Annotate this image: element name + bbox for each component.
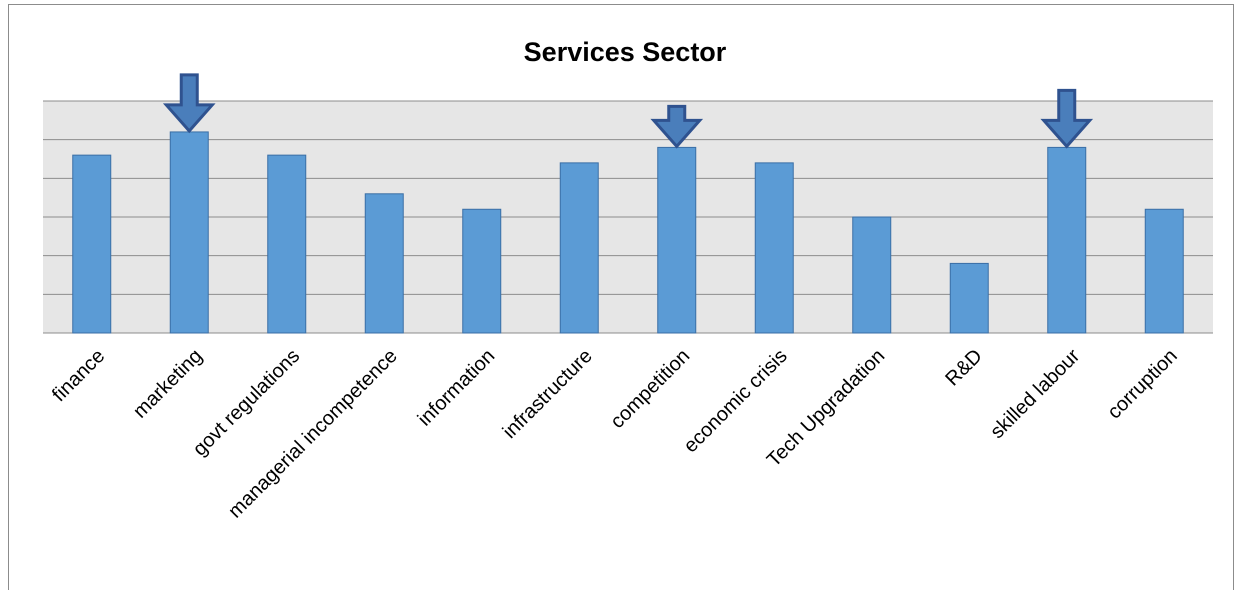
bar-govt-regulations [267,154,307,334]
highlight-arrows [162,73,1094,149]
x-tick-label: R&D [941,345,986,390]
bar-marketing [169,131,209,334]
bars [72,131,1184,334]
bar-competition [657,146,697,334]
down-arrow-icon [650,104,704,149]
gridlines [43,100,1213,334]
chart-title: Services Sector [524,37,727,67]
x-tick-label: competition [606,345,694,433]
bar-finance [72,154,112,334]
bar-managerial-incompetence [364,193,404,334]
bar-corruption [1144,208,1184,334]
x-tick-label: infrastructure [499,345,597,443]
bar-information [462,208,502,334]
bar-skilled-labour [1047,146,1087,334]
x-tick-label: skilled labour [986,345,1084,443]
down-arrow-icon [162,73,216,134]
bar-r-d [949,262,989,334]
x-tick-label: economic crisis [680,345,792,457]
x-tick-label: finance [48,345,109,406]
bar-tech-upgradation [852,216,892,334]
x-tick-label: managerial incompetence [224,345,402,523]
x-tick-label: corruption [1103,345,1181,423]
bar-infrastructure [559,162,599,334]
x-tick-label: marketing [129,345,207,423]
x-tick-label: information [414,345,500,431]
down-arrow-icon [1040,88,1094,149]
bar-economic-crisis [754,162,794,334]
